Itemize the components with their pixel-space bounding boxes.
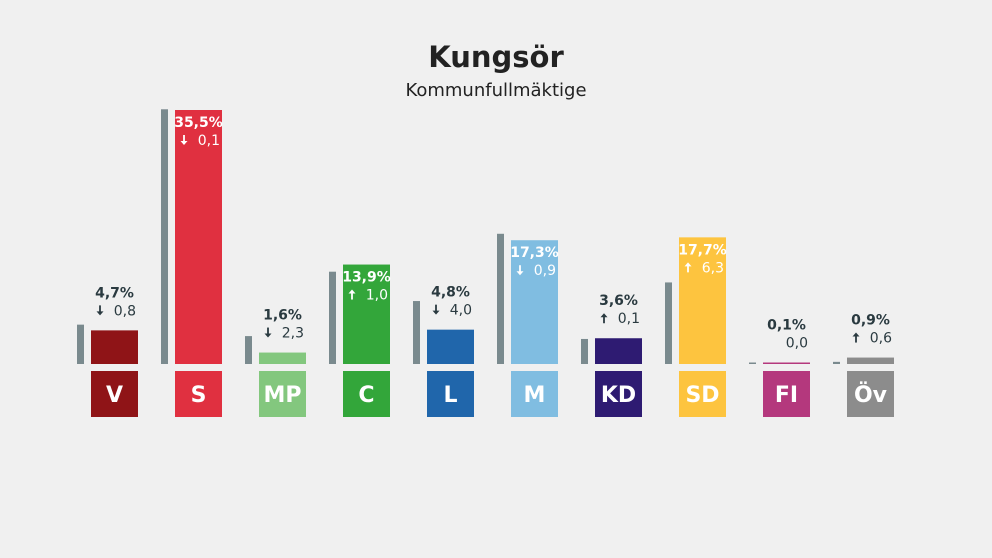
change-label: 0,1 <box>618 311 640 327</box>
value-label: 4,8% <box>431 285 470 301</box>
value-label: 17,3% <box>510 245 559 261</box>
previous-result-bar <box>413 301 420 364</box>
arrow-down-icon <box>180 135 188 145</box>
arrow-up-icon <box>852 332 860 343</box>
change-label: 2,3 <box>282 326 304 342</box>
arrow-up-icon <box>348 289 356 300</box>
arrow-down-icon <box>264 327 272 338</box>
chart-title: Kungsör <box>428 40 564 74</box>
result-bar <box>259 352 306 364</box>
result-bar <box>595 338 642 364</box>
change-label: 6,3 <box>702 260 724 276</box>
party-label: M <box>524 383 546 408</box>
party-label-box <box>679 371 726 417</box>
change-label: 0,6 <box>870 331 892 347</box>
party-label-box <box>427 371 474 417</box>
chart-subtitle: Kommunfullmäktige <box>405 80 587 101</box>
previous-result-bar <box>161 109 168 364</box>
party-label-box <box>763 371 810 417</box>
party-label: C <box>358 383 374 408</box>
arrow-down-icon <box>516 265 524 276</box>
party-label-box <box>259 371 306 417</box>
party-label: FI <box>775 383 798 408</box>
change-label: 1,0 <box>366 288 388 304</box>
result-bar <box>763 362 810 364</box>
change-label: 4,0 <box>450 303 472 319</box>
result-bar <box>427 329 474 364</box>
previous-result-bar <box>497 233 504 364</box>
party-label: KD <box>601 383 636 408</box>
result-bar <box>511 240 558 364</box>
arrow-down-icon <box>432 304 440 315</box>
party-label-box <box>91 371 138 417</box>
party-label: L <box>443 383 457 408</box>
previous-result-bar <box>329 271 336 364</box>
change-label: 0,0 <box>786 336 808 352</box>
party-label-box <box>343 371 390 417</box>
party-label-box <box>175 371 222 417</box>
party-label: V <box>106 383 123 408</box>
change-label: 0,8 <box>114 303 136 319</box>
previous-result-bar <box>77 324 84 364</box>
party-label-box <box>847 371 894 417</box>
arrow-up-icon <box>600 313 608 324</box>
previous-result-bar <box>581 338 588 364</box>
result-bar <box>679 237 726 364</box>
value-label: 4,7% <box>95 285 134 301</box>
result-bar <box>343 264 390 364</box>
previous-result-bar <box>833 361 840 364</box>
party-label: S <box>191 383 207 408</box>
party-label: SD <box>685 383 719 408</box>
result-bar <box>91 330 138 364</box>
value-label: 17,7% <box>678 242 727 258</box>
value-label: 0,9% <box>851 313 890 329</box>
value-label: 3,6% <box>599 293 638 309</box>
result-bar <box>175 110 222 364</box>
party-label: MP <box>263 383 301 408</box>
previous-result-bar <box>749 362 756 364</box>
result-bar <box>847 357 894 364</box>
change-label: 0,1 <box>198 133 220 149</box>
previous-result-bar <box>665 282 672 364</box>
previous-result-bar <box>245 336 252 364</box>
value-label: 0,1% <box>767 318 806 334</box>
party-label-box <box>595 371 642 417</box>
change-label: 0,9 <box>534 263 556 279</box>
arrow-down-icon <box>96 305 104 316</box>
value-label: 1,6% <box>263 308 302 324</box>
party-label-box <box>511 371 558 417</box>
value-label: 35,5% <box>174 115 223 131</box>
party-label: Öv <box>854 382 888 408</box>
value-label: 13,9% <box>342 270 391 286</box>
arrow-up-icon <box>684 262 692 273</box>
